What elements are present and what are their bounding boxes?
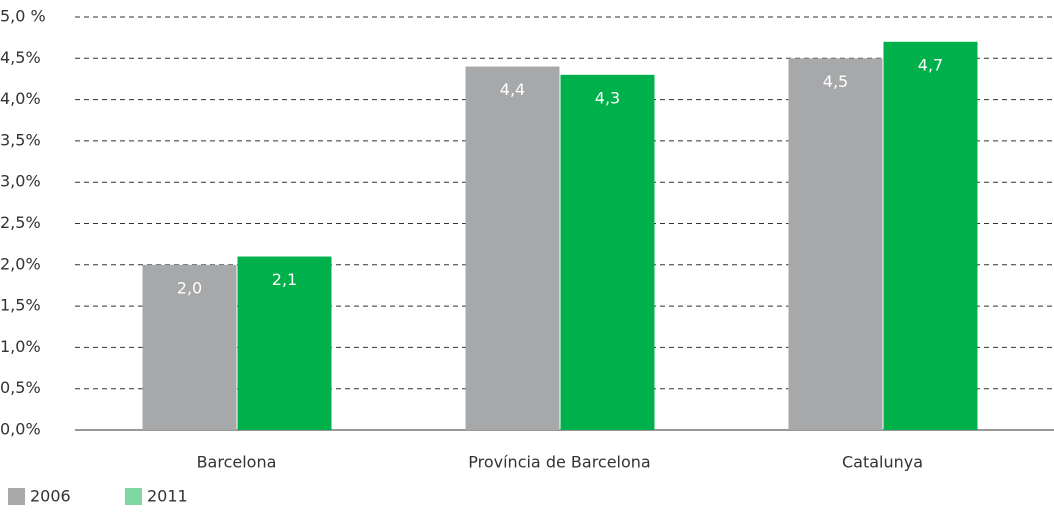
y-tick-label: 4,0% <box>0 89 41 108</box>
y-tick-label: 3,0% <box>0 172 41 191</box>
legend-label: 2011 <box>147 487 188 506</box>
bar <box>883 41 978 430</box>
legend-swatch <box>8 488 25 505</box>
x-tick-label: Catalunya <box>842 453 923 472</box>
x-tick-label: Província de Barcelona <box>468 453 650 472</box>
y-tick-label: 2,0% <box>0 254 41 273</box>
value-label: 4,3 <box>595 88 620 107</box>
value-label: 2,0 <box>177 278 202 297</box>
y-tick-label: 4,5% <box>0 48 41 67</box>
value-label: 4,7 <box>918 55 943 74</box>
legend-label: 2006 <box>30 487 71 506</box>
bar <box>465 66 560 430</box>
y-tick-label: 3,5% <box>0 130 41 149</box>
legend-swatch <box>125 488 142 505</box>
value-label: 4,5 <box>823 72 848 91</box>
bar <box>788 58 883 431</box>
y-tick-label: 1,0% <box>0 337 41 356</box>
x-tick-label: Barcelona <box>197 453 277 472</box>
y-tick-label: 0,0% <box>0 420 41 439</box>
value-label: 4,4 <box>500 80 525 99</box>
y-tick-label: 1,5% <box>0 296 41 315</box>
y-tick-label: 5,0 % <box>0 7 46 26</box>
value-label: 2,1 <box>272 270 297 289</box>
y-tick-label: 0,5% <box>0 378 41 397</box>
bar <box>237 256 332 430</box>
bar <box>560 74 655 430</box>
bar <box>142 264 237 430</box>
y-tick-label: 2,5% <box>0 213 41 232</box>
